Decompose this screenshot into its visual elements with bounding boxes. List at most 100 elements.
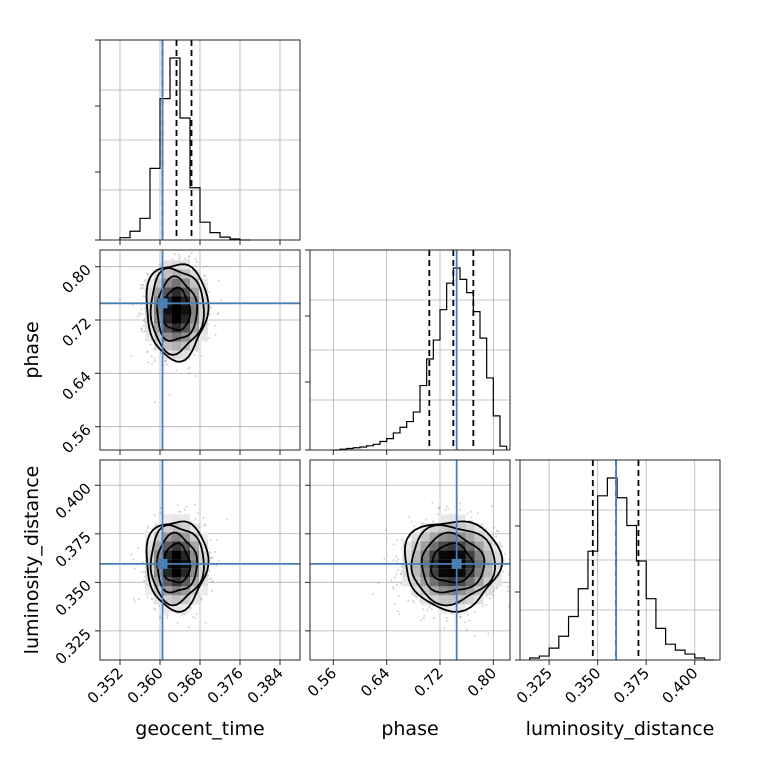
histogram-panel-phase: [305, 249, 511, 455]
sample-point: [177, 510, 180, 513]
y-tick-label: 0.80: [58, 261, 94, 297]
sample-point: [200, 597, 203, 599]
density-cell: [172, 341, 181, 351]
sample-point: [489, 597, 491, 600]
sample-point: [400, 572, 403, 575]
density-cell: [181, 586, 190, 596]
density-cell: [465, 568, 475, 578]
sample-point: [130, 355, 133, 358]
sample-point: [158, 605, 161, 608]
sample-point: [138, 598, 140, 601]
sample-point: [176, 622, 179, 624]
density-cell: [163, 305, 172, 315]
density-cell: [163, 260, 172, 270]
density-cell: [420, 523, 430, 533]
sample-point: [168, 393, 171, 396]
density-cell: [483, 577, 493, 587]
sample-point: [194, 503, 196, 506]
sample-point: [141, 284, 144, 287]
sample-point: [146, 596, 149, 599]
x-tick-label: 0.384: [244, 664, 287, 707]
density-cell: [145, 541, 154, 551]
sample-point: [140, 328, 143, 331]
sample-point: [166, 614, 169, 617]
sample-point: [208, 313, 211, 316]
density-cell: [172, 314, 181, 324]
sample-point: [411, 599, 414, 602]
density-cell: [190, 296, 199, 306]
sample-point: [400, 570, 403, 573]
sample-point: [146, 273, 149, 276]
sample-point: [392, 559, 395, 562]
histogram-panel-luminosity_distance: 0.325 0.350 0.375 0.400: [513, 459, 721, 707]
x-tick-label: 0.72: [410, 664, 446, 700]
density-cell: [429, 541, 439, 551]
density-cell: [163, 595, 172, 605]
x-tick-label: 0.64: [357, 664, 393, 700]
sample-point: [159, 512, 162, 515]
sample-point: [147, 361, 149, 364]
sample-point: [150, 355, 153, 358]
density-cell: [181, 323, 190, 333]
sample-point: [204, 621, 207, 624]
density-cell: [420, 541, 430, 551]
sample-point: [217, 312, 220, 315]
sample-point: [186, 367, 189, 370]
sample-point: [209, 539, 212, 542]
sample-point: [215, 564, 218, 567]
sample-point: [190, 606, 193, 609]
sample-point: [451, 613, 454, 615]
density-cell: [181, 514, 190, 524]
sample-point: [190, 252, 193, 255]
y-tick-label: 0.56: [58, 421, 94, 457]
density-cell: [190, 305, 199, 315]
sample-point: [470, 516, 473, 519]
sample-point: [473, 611, 476, 614]
sample-point: [195, 350, 198, 353]
sample-point: [395, 584, 398, 586]
sample-point: [503, 559, 506, 562]
density-cell: [465, 550, 475, 560]
sample-point: [393, 603, 396, 606]
x-tick-label: 0.80: [464, 664, 500, 700]
sample-point: [154, 608, 157, 611]
sample-point: [146, 351, 149, 354]
density-cell: [456, 586, 466, 596]
density-cell: [420, 532, 430, 542]
density-cell: [163, 278, 172, 288]
sample-point: [407, 599, 410, 602]
sample-point: [397, 558, 400, 560]
sample-point: [146, 272, 149, 275]
density-cell: [438, 523, 448, 533]
sample-point: [523, 556, 525, 558]
density-cell: [181, 296, 190, 306]
sample-point: [159, 506, 162, 509]
density-cell: [190, 314, 199, 324]
sample-point: [445, 505, 448, 508]
density-cell: [145, 287, 154, 297]
density-cell: [163, 550, 172, 560]
sample-point: [136, 546, 139, 549]
sample-point: [208, 551, 211, 553]
density-cell: [465, 595, 475, 605]
density-cell: [438, 532, 448, 542]
sample-point: [133, 567, 136, 570]
density-cell: [199, 586, 208, 596]
density-cell: [181, 541, 190, 551]
sample-point: [195, 265, 198, 268]
density-cell: [456, 550, 466, 560]
density-cell: [190, 595, 199, 605]
sample-point: [438, 507, 441, 510]
sample-point: [142, 284, 145, 287]
sample-point: [175, 369, 178, 372]
sample-point: [210, 557, 212, 559]
sample-point: [164, 613, 167, 616]
density-cell: [154, 323, 163, 333]
sample-point: [188, 255, 190, 258]
density-cell: [190, 541, 199, 551]
sample-point: [400, 582, 402, 585]
sample-point: [158, 616, 161, 619]
density-cell: [145, 332, 154, 342]
y-tick-label: 0.400: [52, 479, 95, 522]
density-cell: [411, 586, 421, 596]
